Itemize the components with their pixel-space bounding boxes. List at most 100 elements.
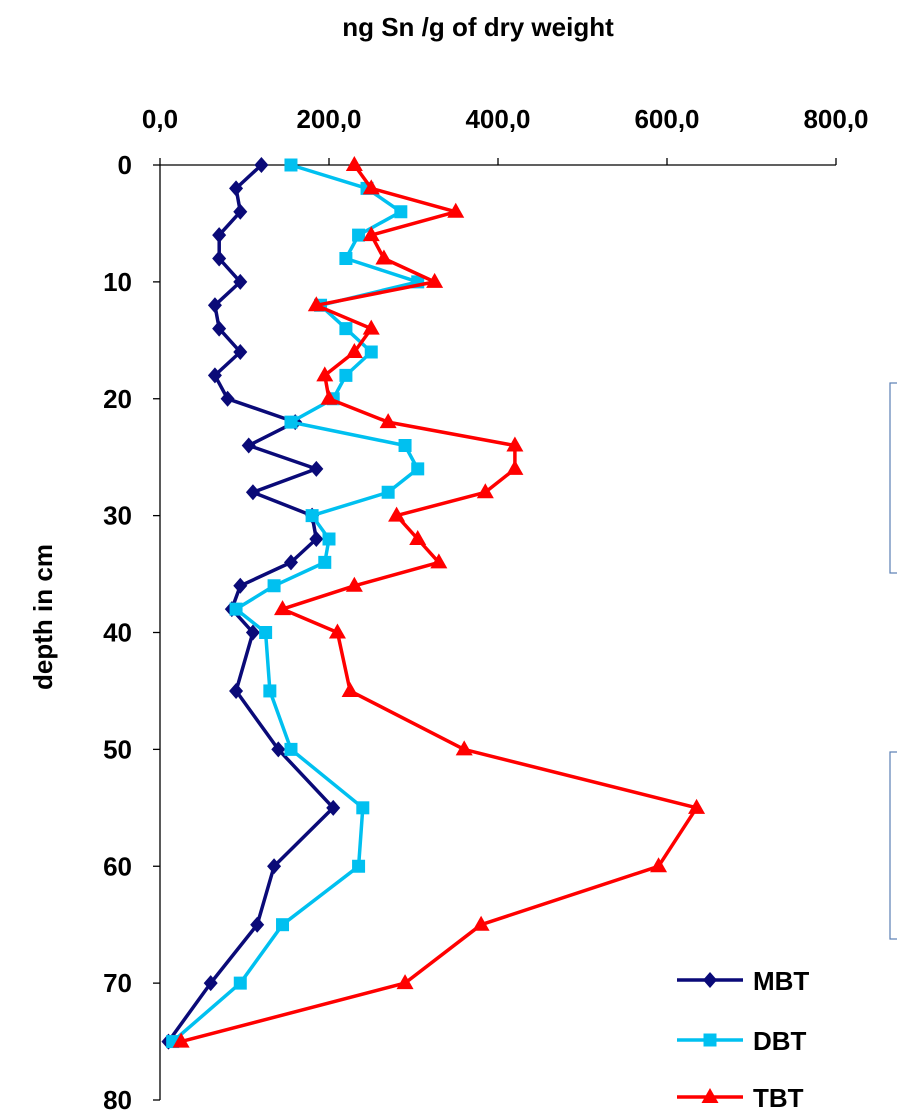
data-point-mbt [250, 916, 265, 933]
y-tick-label: 80 [103, 1085, 132, 1115]
data-point-mbt [233, 344, 248, 360]
data-point-tbt [430, 553, 448, 569]
data-point-tbt [388, 506, 406, 522]
data-point-dbt [267, 579, 281, 593]
data-point-mbt [309, 531, 324, 547]
data-point-tbt [328, 623, 346, 639]
data-point-mbt [245, 484, 260, 501]
legend-marker-tbt [701, 1088, 719, 1103]
data-point-mbt [241, 437, 256, 454]
data-point-mbt [212, 320, 227, 337]
x-tick-label: 0,0 [142, 104, 178, 134]
legend-item-mbt: MBT [677, 966, 809, 996]
data-point-mbt [207, 297, 222, 314]
series-line-tbt [180, 163, 699, 1044]
data-point-mbt [233, 203, 248, 220]
data-point-tbt [320, 389, 338, 405]
data-point-dbt [381, 485, 395, 499]
data-point-tbt [455, 740, 473, 756]
data-point-tbt [426, 272, 444, 288]
data-point-mbt [233, 273, 248, 290]
data-point-mbt [212, 227, 227, 244]
cropped-box-top [889, 382, 897, 574]
legend-item-tbt: TBT [677, 1083, 804, 1113]
data-point-dbt [411, 462, 425, 476]
x-tick-label: 200,0 [296, 104, 361, 134]
data-point-tbt [362, 226, 380, 242]
data-point-dbt [352, 859, 366, 873]
legend-marker-dbt [703, 1033, 717, 1047]
legend-label-tbt: TBT [753, 1083, 804, 1113]
data-point-dbt [276, 918, 290, 932]
data-point-mbt [267, 858, 282, 875]
data-point-tbt [650, 857, 668, 873]
y-tick-label: 20 [103, 384, 132, 414]
data-point-dbt [339, 252, 353, 265]
data-point-dbt [398, 439, 412, 452]
data-point-mbt [207, 367, 222, 384]
data-point-mbt [229, 682, 244, 699]
cropped-box-bottom [889, 751, 897, 940]
data-point-dbt [339, 322, 353, 336]
chart-title: ng Sn /g of dry weight [342, 12, 614, 42]
data-point-dbt [305, 509, 319, 523]
x-tick-label: 800,0 [803, 104, 868, 134]
data-point-dbt [259, 626, 273, 639]
data-point-mbt [233, 577, 248, 594]
data-point-tbt [409, 530, 427, 545]
y-tick-label: 50 [103, 734, 132, 764]
y-tick-label: 60 [103, 851, 132, 881]
data-point-mbt [229, 180, 244, 197]
series-layer [161, 156, 706, 1050]
data-point-mbt [254, 157, 269, 173]
data-point-tbt [345, 343, 363, 358]
data-point-tbt [476, 483, 494, 499]
x-tick-label: 400,0 [465, 104, 530, 134]
data-point-dbt [284, 742, 298, 756]
data-point-dbt [356, 801, 370, 815]
data-point-tbt [307, 296, 325, 312]
series-mbt [161, 157, 341, 1050]
series-line-dbt [171, 163, 420, 1043]
legend-item-dbt: DBT [677, 1026, 807, 1056]
data-point-dbt [339, 368, 353, 382]
x-tick-label: 600,0 [634, 104, 699, 134]
data-point-dbt [229, 602, 243, 616]
data-point-mbt [212, 250, 227, 267]
data-point-tbt [345, 576, 363, 592]
data-point-mbt [245, 624, 260, 641]
data-point-mbt [220, 390, 235, 407]
data-point-tbt [447, 202, 465, 218]
data-point-dbt [284, 415, 298, 429]
data-point-mbt [283, 554, 298, 571]
data-point-tbt [375, 249, 393, 265]
data-point-mbt [309, 460, 324, 477]
y-axis-label: depth in cm [28, 544, 58, 690]
legend-marker-mbt [703, 972, 717, 988]
data-point-dbt [322, 532, 336, 546]
legend-label-mbt: MBT [753, 966, 809, 996]
data-point-tbt [506, 436, 524, 452]
data-point-tbt [506, 459, 524, 475]
data-point-dbt [233, 976, 247, 990]
legend-label-dbt: DBT [753, 1026, 807, 1056]
y-tick-label: 40 [103, 618, 132, 648]
data-point-tbt [172, 1032, 190, 1048]
data-point-dbt [394, 205, 408, 219]
y-ticks: 0 10 20 30 40 50 60 70 80 [103, 150, 160, 1115]
data-point-tbt [472, 915, 490, 931]
data-point-mbt [326, 799, 341, 816]
legend: MBT DBT TBT [677, 966, 809, 1113]
y-tick-label: 30 [103, 501, 132, 531]
data-point-tbt [379, 413, 397, 429]
data-point-tbt [362, 319, 380, 335]
data-point-dbt [352, 228, 366, 242]
data-point-tbt [341, 681, 359, 697]
data-point-dbt [284, 158, 298, 172]
y-tick-label: 0 [118, 150, 132, 180]
x-ticks: 0,0 200,0 400,0 600,0 800,0 [142, 104, 869, 165]
data-point-dbt [263, 684, 277, 698]
data-point-tbt [274, 600, 292, 616]
series-line-mbt [166, 163, 335, 1043]
